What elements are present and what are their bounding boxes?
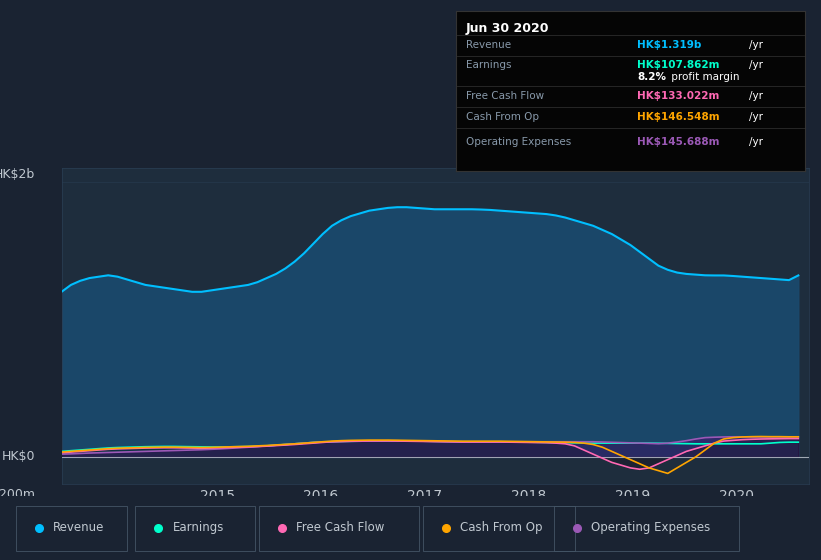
Text: HK$1.319b: HK$1.319b [637,40,701,50]
Text: -HK$200m: -HK$200m [0,488,35,501]
Text: Free Cash Flow: Free Cash Flow [296,521,384,534]
Text: HK$146.548m: HK$146.548m [637,111,720,122]
Text: HK$2b: HK$2b [0,168,35,181]
Text: Earnings: Earnings [172,521,224,534]
Text: Operating Expenses: Operating Expenses [591,521,710,534]
Text: /yr: /yr [749,91,763,101]
Text: HK$0: HK$0 [2,450,35,463]
Text: Earnings: Earnings [466,60,511,71]
Text: Free Cash Flow: Free Cash Flow [466,91,544,101]
Text: /yr: /yr [749,40,763,50]
Text: /yr: /yr [749,60,763,71]
Text: Jun 30 2020: Jun 30 2020 [466,22,549,35]
Text: Cash From Op: Cash From Op [460,521,542,534]
Text: profit margin: profit margin [668,72,740,82]
Text: HK$107.862m: HK$107.862m [637,60,719,71]
Text: /yr: /yr [749,137,763,147]
Text: Revenue: Revenue [53,521,105,534]
Text: Operating Expenses: Operating Expenses [466,137,571,147]
Text: Cash From Op: Cash From Op [466,111,539,122]
Text: Revenue: Revenue [466,40,511,50]
Text: 8.2%: 8.2% [637,72,666,82]
Text: /yr: /yr [749,111,763,122]
Text: HK$133.022m: HK$133.022m [637,91,719,101]
Text: HK$145.688m: HK$145.688m [637,137,719,147]
